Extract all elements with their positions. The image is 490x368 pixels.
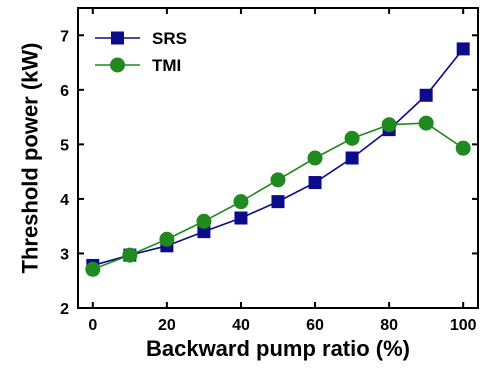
- series-tmi-point: [196, 213, 212, 229]
- legend-marker-srs: [111, 31, 124, 45]
- series-tmi: [85, 115, 471, 277]
- series-srs-point: [271, 195, 285, 209]
- series-tmi-point: [381, 117, 397, 133]
- y-tick-label: 6: [60, 83, 69, 100]
- series-srs-point: [345, 151, 359, 165]
- series-tmi-point: [455, 140, 471, 156]
- series-tmi-point: [159, 231, 175, 247]
- legend: SRS TMI: [95, 29, 187, 75]
- series-tmi-point: [233, 194, 249, 210]
- axis-ticks: 0 20 40 60 80 100 2 3 4 5 6 7: [60, 8, 478, 334]
- legend-label-tmi: TMI: [152, 56, 181, 75]
- series-tmi-point: [122, 247, 138, 263]
- series-tmi-point: [307, 150, 323, 166]
- legend-item-tmi: TMI: [95, 56, 181, 75]
- series-srs-point: [308, 176, 322, 190]
- x-tick-label: 60: [306, 317, 324, 334]
- y-tick-label: 2: [60, 301, 69, 318]
- series-tmi-point: [344, 130, 360, 146]
- y-tick-label: 5: [60, 137, 69, 154]
- x-tick-label: 100: [450, 317, 477, 334]
- y-tick-label: 3: [60, 246, 69, 263]
- plot-frame: [77, 7, 479, 309]
- series-layer: [85, 42, 471, 277]
- legend-item-srs: SRS: [95, 29, 187, 48]
- legend-label-srs: SRS: [152, 29, 187, 48]
- series-srs: [86, 42, 470, 272]
- series-srs-point: [234, 211, 248, 225]
- legend-marker-tmi: [110, 57, 125, 73]
- series-srs-line: [92, 48, 464, 267]
- x-axis-title: Backward pump ratio (%): [146, 336, 410, 361]
- series-srs-point: [456, 42, 470, 56]
- series-tmi-point: [85, 261, 101, 277]
- x-tick-label: 80: [380, 317, 398, 334]
- y-tick-label: 7: [60, 28, 69, 45]
- y-axis-title: Threshold power (kW): [18, 43, 43, 274]
- y-tick-label: 4: [60, 192, 69, 209]
- series-tmi-point: [418, 115, 434, 131]
- x-tick-label: 0: [88, 317, 97, 334]
- series-srs-point: [419, 88, 433, 102]
- series-tmi-point: [270, 172, 286, 188]
- x-tick-label: 20: [158, 317, 176, 334]
- x-tick-label: 40: [232, 317, 250, 334]
